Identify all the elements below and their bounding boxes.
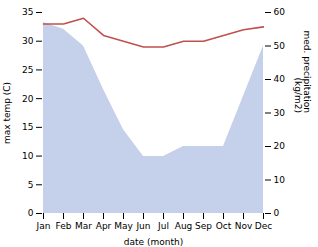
svg-text:5: 5 — [28, 180, 34, 190]
svg-text:15: 15 — [22, 122, 33, 132]
svg-text:date (month): date (month) — [124, 237, 183, 247]
svg-text:30: 30 — [22, 36, 34, 46]
svg-text:25: 25 — [22, 65, 33, 75]
svg-text:50: 50 — [274, 41, 286, 51]
svg-text:max temp (C): max temp (C) — [2, 82, 12, 144]
svg-text:May: May — [114, 221, 133, 231]
svg-text:Dec: Dec — [255, 221, 272, 231]
svg-text:0: 0 — [28, 208, 34, 218]
svg-text:10: 10 — [274, 175, 286, 185]
svg-text:Nov: Nov — [235, 221, 253, 231]
svg-text:0: 0 — [274, 208, 280, 218]
svg-text:30: 30 — [274, 108, 286, 118]
svg-text:Apr: Apr — [96, 221, 112, 231]
svg-text:35: 35 — [22, 7, 33, 17]
svg-text:20: 20 — [22, 94, 34, 104]
svg-text:Oct: Oct — [216, 221, 232, 231]
svg-text:Feb: Feb — [56, 221, 72, 231]
svg-text:Aug: Aug — [175, 221, 193, 231]
svg-text:10: 10 — [22, 151, 34, 161]
svg-text:Sep: Sep — [195, 221, 212, 231]
svg-text:60: 60 — [274, 7, 286, 17]
svg-text:Mar: Mar — [75, 221, 92, 231]
svg-text:Jun: Jun — [135, 221, 150, 231]
svg-text:Jan: Jan — [36, 221, 51, 231]
svg-text:40: 40 — [274, 74, 286, 84]
svg-text:Jul: Jul — [157, 221, 169, 231]
svg-text:med. precipitation(kg/m2): med. precipitation(kg/m2) — [293, 31, 312, 113]
svg-text:20: 20 — [274, 141, 286, 151]
